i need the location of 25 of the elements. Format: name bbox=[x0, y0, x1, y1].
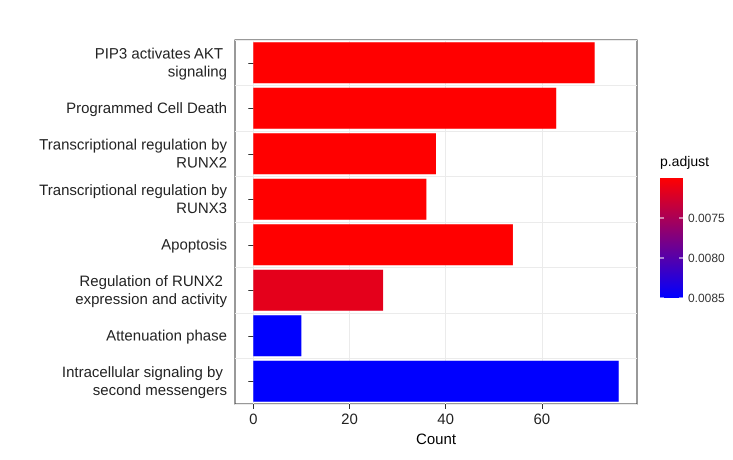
y-tick-label: Transcriptional regulation by RUNX3 bbox=[39, 182, 228, 217]
bar bbox=[253, 178, 426, 220]
y-tick-label: Transcriptional regulation by RUNX2 bbox=[39, 136, 228, 172]
y-tick-label: Intracellular signaling by second messengers bbox=[62, 364, 227, 399]
bar bbox=[253, 42, 595, 84]
x-tick-label: 20 bbox=[341, 411, 358, 428]
color-bar-label: 0.0085 bbox=[688, 291, 726, 305]
x-tick-label: 40 bbox=[437, 411, 454, 428]
color-bar-label: 0.0080 bbox=[688, 251, 726, 265]
bar bbox=[253, 133, 436, 174]
color-bar-title: p.adjust bbox=[660, 153, 710, 169]
x-axis-title: Count bbox=[416, 431, 457, 448]
y-tick-label: PIP3 activates AKT signaling bbox=[94, 45, 227, 80]
bar bbox=[253, 224, 513, 266]
y-tick-label: Programmed Cell Death bbox=[66, 100, 227, 117]
y-tick-label: Attenuation phase bbox=[106, 327, 227, 344]
bar bbox=[253, 315, 302, 356]
bar bbox=[253, 88, 556, 129]
color-bar-label: 0.0075 bbox=[688, 211, 726, 225]
x-tick-label: 0 bbox=[249, 411, 258, 428]
bar bbox=[253, 360, 619, 402]
y-tick-label: Apoptosis bbox=[161, 236, 227, 254]
bar bbox=[253, 270, 384, 311]
x-tick-label: 60 bbox=[533, 411, 550, 428]
y-tick-label: Regulation of RUNX2 expression and activity bbox=[75, 272, 228, 308]
